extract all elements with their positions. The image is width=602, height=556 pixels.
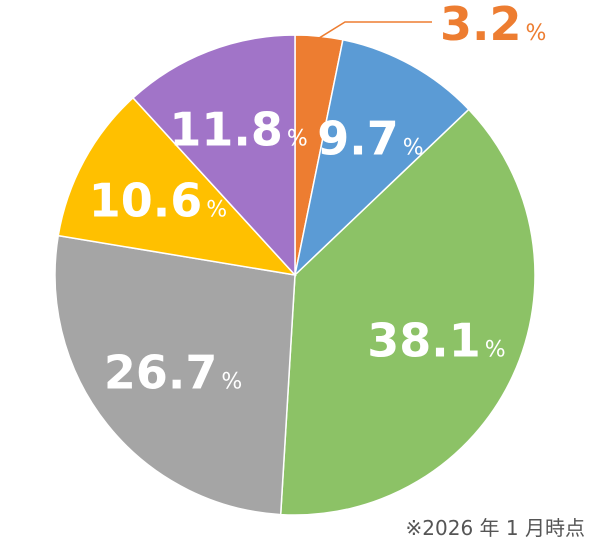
data-label-value: 3.2 (440, 0, 522, 51)
data-label-value: 9.7 (317, 111, 399, 165)
data-label: 11.8% (169, 103, 307, 157)
data-label-unit: % (287, 127, 308, 152)
data-label: 26.7% (104, 345, 242, 399)
data-label: 3.2% (440, 0, 546, 51)
data-label-unit: % (206, 198, 227, 223)
data-label-value: 11.8 (169, 103, 283, 157)
data-label-value: 38.1 (367, 314, 481, 368)
data-label: 9.7% (317, 111, 423, 165)
data-label-unit: % (221, 369, 242, 394)
data-label-unit: % (526, 21, 547, 46)
data-label-unit: % (403, 135, 424, 160)
data-label: 10.6% (89, 174, 227, 228)
pie-slice (131, 34, 296, 277)
pie-slice (57, 96, 298, 277)
pie-slice (293, 38, 470, 278)
pie-slice (54, 234, 296, 516)
data-label: 38.1% (367, 314, 505, 368)
pie-slice (279, 108, 536, 516)
data-label-value: 10.6 (89, 174, 203, 228)
leader-line (318, 21, 432, 39)
note: ※2026 年 1 月時点 (406, 516, 585, 540)
data-label-unit: % (485, 338, 506, 363)
data-label-value: 26.7 (104, 345, 218, 399)
